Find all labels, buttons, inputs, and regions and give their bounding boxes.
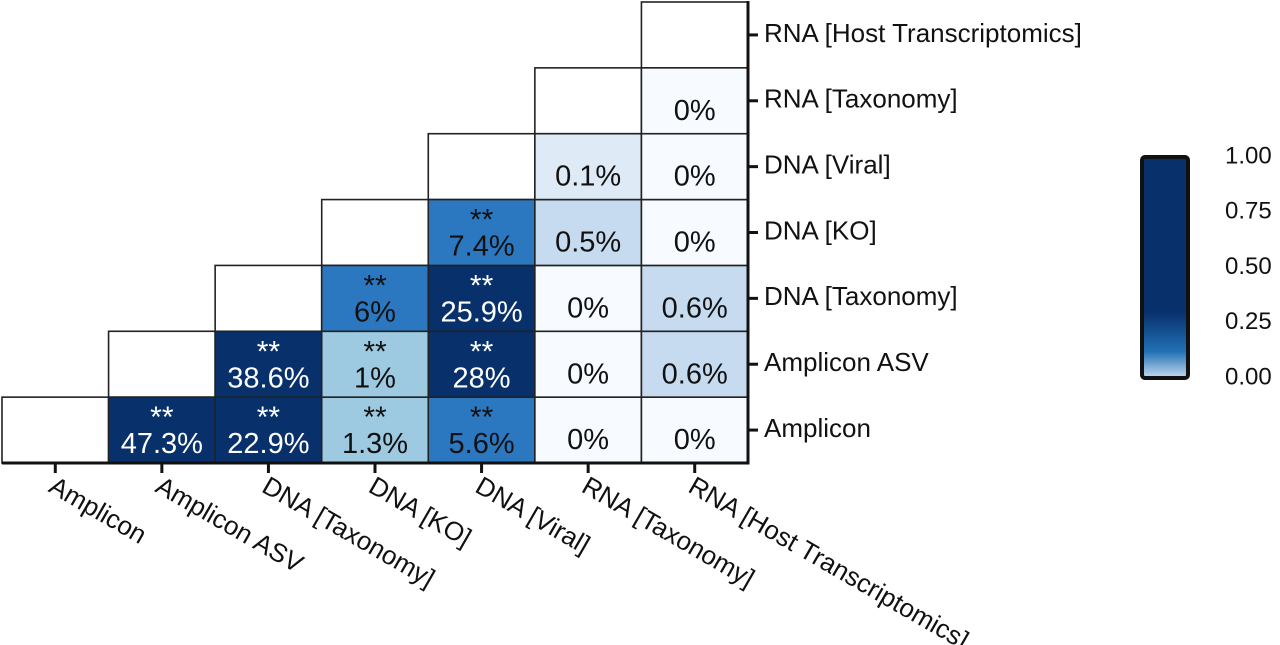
heatmap-axes — [2, 1, 758, 473]
cell-label-amplicon-asv-vs-dna-ko: 1% — [354, 362, 396, 394]
y-label-rna-host-transcriptomics: RNA [Host Transcriptomics] — [764, 18, 1082, 48]
y-label-amplicon-asv: Amplicon ASV — [764, 347, 929, 377]
diagonal-cell-rna-host-transcriptomics — [640, 1, 749, 69]
cell-dna-taxonomy-vs-rna-host-transcriptomics — [640, 264, 749, 333]
colorbar: 1.00 0.75 0.50 0.25 0.00 — [1140, 142, 1272, 390]
cell-dna-taxonomy-vs-dna-ko — [320, 264, 430, 333]
diagonal-cell-dna-viral — [427, 132, 536, 201]
diagonal-cell-dna-taxonomy — [214, 264, 323, 333]
cell-amplicon-asv-vs-dna-taxonomy — [214, 330, 323, 398]
heatmap-cells: **47.3%**22.9%**1.3%**5.6% 0% 0%**38.6%**1… — [1, 1, 749, 464]
cell-sig-dna-taxonomy-vs-dna-viral: ** — [470, 269, 494, 302]
cell-label-amplicon-asv-vs-dna-viral: 28% — [453, 362, 511, 394]
cell-label-amplicon-asv-vs-dna-taxonomy: 38.6% — [227, 362, 309, 394]
cell-amplicon-vs-rna-host-transcriptomics — [640, 396, 749, 464]
colorbar-tick-0-75: 0.75 — [1225, 198, 1272, 225]
y-label-dna-viral: DNA [Viral] — [764, 150, 891, 180]
y-label-dna-ko: DNA [KO] — [764, 215, 877, 245]
cell-sig-amplicon-vs-dna-ko: ** — [363, 401, 387, 434]
y-label-dna-taxonomy: DNA [Taxonomy] — [764, 281, 958, 311]
cell-label-amplicon-vs-rna-host-transcriptomics: 0% — [674, 424, 716, 456]
cell-label-amplicon-asv-vs-rna-taxonomy: 0% — [567, 358, 609, 390]
cell-label-amplicon-vs-dna-viral: 5.6% — [449, 428, 515, 460]
cell-label-dna-ko-vs-rna-taxonomy: 0.5% — [555, 227, 621, 259]
y-label-amplicon: Amplicon — [764, 413, 871, 443]
colorbar-tick-0-00: 0.00 — [1225, 363, 1272, 390]
y-axis-labels: Amplicon Amplicon ASV DNA [Taxonomy] DNA [K… — [764, 18, 1082, 443]
diagonal-cell-amplicon — [1, 396, 110, 464]
cell-amplicon-asv-vs-dna-viral — [427, 330, 536, 398]
cell-sig-amplicon-vs-amplicon-asv: ** — [150, 401, 174, 434]
cell-dna-ko-vs-rna-host-transcriptomics — [640, 198, 749, 267]
colorbar-gradient — [1140, 155, 1190, 380]
cell-dna-ko-vs-rna-taxonomy — [534, 198, 643, 267]
cell-rna-taxonomy-vs-rna-host-transcriptomics — [640, 67, 749, 135]
cell-label-dna-viral-vs-rna-taxonomy: 0.1% — [555, 161, 621, 193]
cell-sig-amplicon-vs-dna-taxonomy: ** — [257, 401, 281, 434]
diagonal-cell-rna-taxonomy — [534, 67, 643, 135]
cell-sig-dna-taxonomy-vs-dna-ko: ** — [363, 269, 387, 302]
cell-amplicon-asv-vs-dna-ko — [320, 330, 430, 398]
y-label-rna-taxonomy: RNA [Taxonomy] — [764, 84, 958, 114]
colorbar-tick-1-00: 1.00 — [1225, 142, 1272, 169]
cell-sig-amplicon-vs-dna-viral: ** — [470, 401, 494, 434]
cell-sig-amplicon-asv-vs-dna-ko: ** — [363, 335, 387, 368]
colorbar-tick-0-25: 0.25 — [1225, 308, 1272, 335]
cell-sig-amplicon-asv-vs-dna-taxonomy: ** — [257, 335, 281, 368]
cell-label-amplicon-vs-dna-ko: 1.3% — [342, 428, 408, 460]
x-label-amplicon: Amplicon — [44, 470, 152, 549]
cell-dna-taxonomy-vs-rna-taxonomy — [534, 264, 643, 333]
cell-label-dna-ko-vs-dna-viral: 7.4% — [449, 231, 515, 263]
cell-amplicon-vs-dna-ko — [320, 396, 430, 464]
cell-sig-dna-ko-vs-dna-viral: ** — [470, 204, 494, 237]
cell-label-dna-taxonomy-vs-rna-taxonomy: 0% — [567, 292, 609, 324]
cell-label-amplicon-asv-vs-rna-host-transcriptomics: 0.6% — [662, 358, 728, 390]
cell-sig-amplicon-asv-vs-dna-viral: ** — [470, 335, 494, 368]
cell-label-dna-taxonomy-vs-dna-viral: 25.9% — [440, 296, 522, 328]
cell-label-dna-taxonomy-vs-dna-ko: 6% — [354, 296, 396, 328]
cell-amplicon-vs-amplicon-asv — [107, 396, 216, 464]
cell-label-amplicon-vs-amplicon-asv: 47.3% — [121, 428, 203, 460]
cell-label-dna-taxonomy-vs-rna-host-transcriptomics: 0.6% — [662, 292, 728, 324]
diagonal-cell-amplicon-asv — [107, 330, 216, 398]
cell-label-rna-taxonomy-vs-rna-host-transcriptomics: 0% — [674, 95, 716, 127]
cell-label-dna-viral-vs-rna-host-transcriptomics: 0% — [674, 161, 716, 193]
cell-amplicon-asv-vs-rna-host-transcriptomics — [640, 330, 749, 398]
cell-label-dna-ko-vs-rna-host-transcriptomics: 0% — [674, 227, 716, 259]
diagonal-cell-dna-ko — [320, 198, 430, 267]
x-label-dna-viral: DNA [Viral] — [471, 470, 596, 559]
cell-amplicon-asv-vs-rna-taxonomy — [534, 330, 643, 398]
colorbar-tick-0-50: 0.50 — [1225, 253, 1272, 280]
cell-label-amplicon-vs-rna-taxonomy: 0% — [567, 424, 609, 456]
cell-amplicon-vs-rna-taxonomy — [534, 396, 643, 464]
cell-label-amplicon-vs-dna-taxonomy: 22.9% — [227, 428, 309, 460]
